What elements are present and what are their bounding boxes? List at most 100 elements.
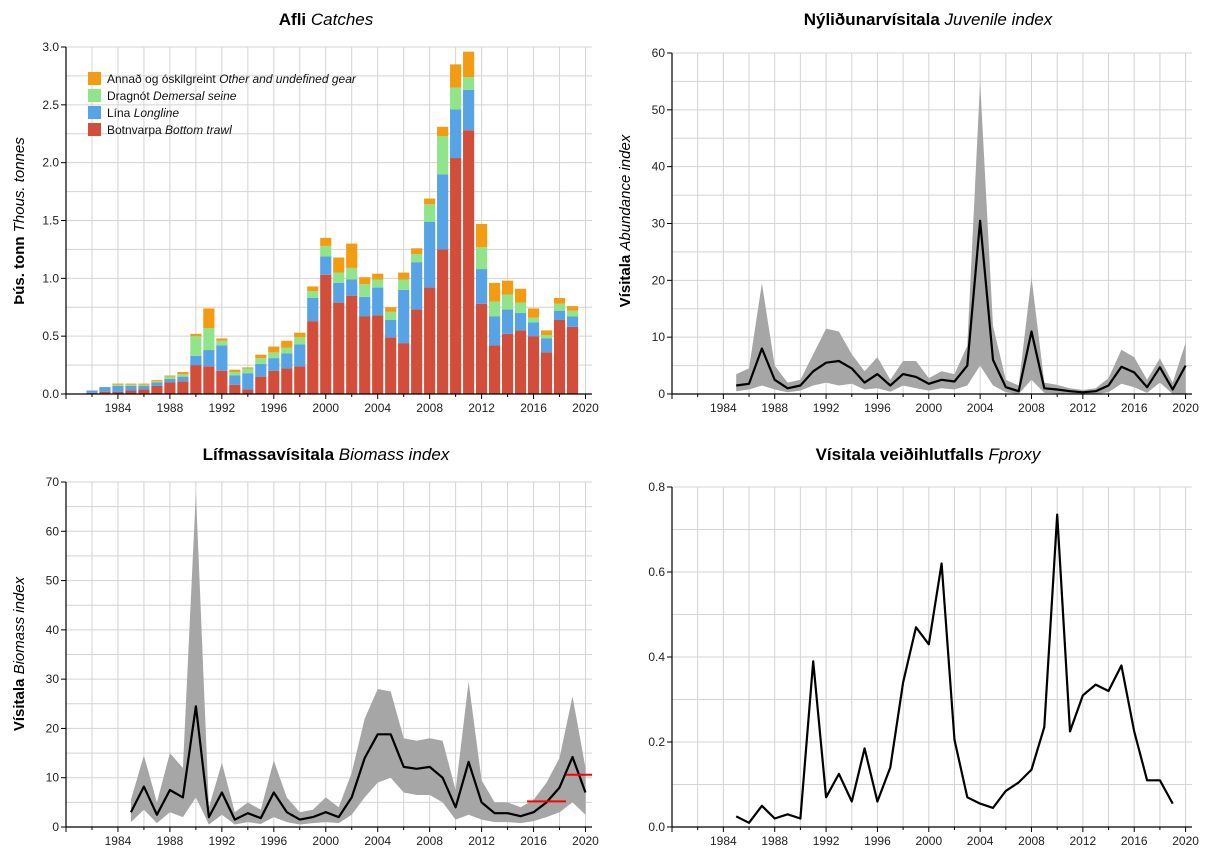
bar-longline-1998 bbox=[294, 344, 306, 367]
bar-bottom-trawl-2004 bbox=[372, 315, 384, 394]
bar-bottom-trawl-2010 bbox=[450, 158, 462, 394]
bar-longline-1989 bbox=[177, 376, 189, 382]
bar-bottom-trawl-2016 bbox=[527, 336, 540, 394]
x-tick-label: 2008 bbox=[416, 834, 443, 848]
y-tick-label: 10 bbox=[46, 771, 60, 785]
y-tick-label: 0.2 bbox=[648, 735, 665, 749]
y-tick-label: 30 bbox=[46, 672, 60, 686]
biomass-index-title: Lífmassavísitala Biomass index bbox=[203, 445, 450, 464]
legend-item-longline: Lína Longline bbox=[88, 106, 179, 120]
bar-longline-1983 bbox=[99, 387, 111, 392]
x-tick-label: 2000 bbox=[915, 834, 942, 848]
bar-other-gear-2013 bbox=[489, 282, 501, 302]
legend-swatch-longline bbox=[88, 106, 101, 119]
bar-demersal-seine-2004 bbox=[372, 279, 384, 288]
y-tick-label: 70 bbox=[46, 475, 60, 489]
catches-axes: 0.0 0.5 1.0 1.5 2.0 2.5 3.0 1984 1988 1992 1996 200… bbox=[42, 40, 599, 415]
biomass-series-line bbox=[129, 705, 587, 821]
bar-bottom-trawl-2006 bbox=[398, 343, 410, 394]
bar-other-gear-1999 bbox=[307, 286, 319, 292]
bar-other-gear-2006 bbox=[398, 272, 410, 280]
x-tick-label: 2000 bbox=[312, 834, 339, 848]
x-tick-label: 2016 bbox=[520, 401, 547, 415]
bar-bottom-trawl-1993 bbox=[229, 384, 241, 394]
bar-bottom-trawl-2014 bbox=[501, 333, 514, 394]
bar-longline-1995 bbox=[255, 363, 267, 377]
bar-other-gear-1989 bbox=[177, 372, 189, 375]
bar-other-gear-2017 bbox=[540, 330, 553, 336]
bar-demersal-seine-2012 bbox=[476, 247, 488, 270]
bar-longline-1996 bbox=[268, 358, 280, 371]
y-tick-label: 0.4 bbox=[648, 650, 665, 664]
y-tick-label: 50 bbox=[652, 103, 666, 117]
catches-panel: Afli Catches Þús. tonn Thous. tonnes 0.0… bbox=[11, 10, 599, 415]
legend-swatch-demersal-seine bbox=[88, 89, 101, 102]
juvenile-series-line bbox=[736, 219, 1187, 394]
biomass-confidence-band bbox=[130, 491, 586, 825]
bar-demersal-seine-2009 bbox=[437, 136, 449, 175]
bar-bottom-trawl-2019 bbox=[566, 326, 579, 394]
bar-longline-1993 bbox=[229, 375, 241, 385]
bar-other-gear-2014 bbox=[501, 280, 514, 295]
bar-longline-2019 bbox=[566, 316, 579, 327]
bar-bottom-trawl-2008 bbox=[424, 287, 436, 394]
bar-other-gear-2016 bbox=[527, 308, 540, 318]
fproxy-panel: Vísitala veiðihlutfalls Fproxy 0.0 0.2 0.4… bbox=[648, 445, 1199, 848]
x-tick-label: 2008 bbox=[1018, 834, 1045, 848]
x-tick-label: 1996 bbox=[260, 401, 287, 415]
bar-demersal-seine-1998 bbox=[294, 337, 306, 345]
bar-demersal-seine-2000 bbox=[320, 245, 332, 257]
bar-longline-1999 bbox=[307, 297, 319, 322]
bar-bottom-trawl-2009 bbox=[437, 249, 449, 394]
bar-other-gear-2010 bbox=[450, 64, 462, 88]
x-tick-label: 1992 bbox=[813, 834, 840, 848]
legend-label-demersal-seine: Dragnót Demersal seine bbox=[107, 89, 237, 103]
bar-demersal-seine-1997 bbox=[281, 347, 293, 354]
bar-longline-2017 bbox=[540, 338, 553, 353]
bar-other-gear-1987 bbox=[151, 380, 163, 382]
catches-title: Afli Catches bbox=[279, 10, 374, 29]
bar-demersal-seine-1988 bbox=[164, 376, 176, 379]
bar-bottom-trawl-1990 bbox=[190, 365, 202, 394]
legend-swatch-bottom-trawl bbox=[88, 123, 101, 136]
bar-longline-2004 bbox=[372, 287, 384, 316]
y-tick-label: 3.0 bbox=[42, 40, 59, 54]
bar-longline-2010 bbox=[450, 109, 462, 159]
bar-bottom-trawl-1995 bbox=[255, 376, 267, 394]
juvenile-confidence-band bbox=[736, 81, 1186, 395]
bar-bottom-trawl-1997 bbox=[281, 368, 293, 394]
x-tick-label: 1988 bbox=[761, 834, 788, 848]
juvenile-index-title: Nýliðunarvísitala Juvenile index bbox=[804, 10, 1053, 29]
bar-demersal-seine-2014 bbox=[501, 294, 514, 310]
y-tick-label: 1.0 bbox=[42, 271, 59, 285]
bar-other-gear-2007 bbox=[411, 248, 423, 255]
bar-bottom-trawl-1984 bbox=[112, 391, 124, 394]
x-tick-label: 2020 bbox=[572, 401, 599, 415]
juvenile-index-panel: Nýliðunarvísitala Juvenile index Vísital… bbox=[617, 10, 1199, 415]
legend-item-bottom-trawl: Botnvarpa Bottom trawl bbox=[88, 123, 232, 137]
y-tick-label: 0.8 bbox=[648, 480, 665, 494]
bar-longline-2014 bbox=[501, 309, 514, 334]
bar-longline-1982 bbox=[86, 390, 98, 393]
bar-longline-2011 bbox=[463, 89, 475, 131]
bar-demersal-seine-2006 bbox=[398, 279, 410, 290]
bar-longline-1990 bbox=[190, 355, 202, 366]
bar-bottom-trawl-1983 bbox=[99, 391, 111, 394]
y-tick-label: 60 bbox=[652, 46, 666, 60]
bar-demersal-seine-2016 bbox=[527, 317, 540, 323]
x-tick-label: 1988 bbox=[761, 401, 788, 415]
bar-other-gear-2002 bbox=[346, 243, 358, 268]
legend-label-bottom-trawl: Botnvarpa Bottom trawl bbox=[107, 123, 232, 137]
bar-demersal-seine-1999 bbox=[307, 291, 319, 298]
biomass-index-y-axis-label: Vísitala Biomass index bbox=[11, 576, 28, 731]
y-tick-label: 10 bbox=[652, 330, 666, 344]
bar-other-gear-2009 bbox=[437, 126, 449, 137]
x-tick-label: 1996 bbox=[260, 834, 287, 848]
legend-swatch-other-gear bbox=[88, 72, 101, 85]
biomass-axes: 0 10 20 30 40 50 60 70 1984 1988 1992 1996 2000 2004 2… bbox=[46, 475, 600, 848]
bar-longline-2007 bbox=[411, 262, 423, 310]
x-tick-label: 2020 bbox=[1172, 834, 1199, 848]
bar-other-gear-2008 bbox=[424, 198, 436, 205]
y-tick-label: 2.0 bbox=[42, 156, 59, 170]
bar-other-gear-2012 bbox=[476, 223, 488, 248]
